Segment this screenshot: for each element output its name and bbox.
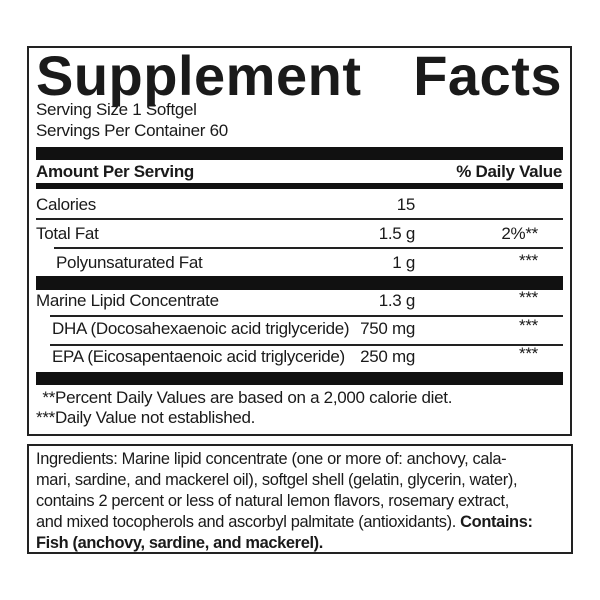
row-marine-lipid-name: Marine Lipid Concentrate xyxy=(36,291,219,310)
allergen-label: Contains: xyxy=(460,513,533,531)
ingredients-text: Ingredients: Marine lipid concentrate (o… xyxy=(36,449,533,554)
row-calories-amount: 15 xyxy=(396,195,416,214)
row-dha-amount: 750 mg xyxy=(360,319,415,338)
row-total-fat-amount: 1.5 g xyxy=(378,224,416,243)
row-epa-name: EPA (Eicosapentaenoic acid triglyceride) xyxy=(52,347,345,366)
row-epa-dv: *** xyxy=(519,344,538,363)
row-total-fat-name: Total Fat xyxy=(36,224,99,243)
ingredients-line: contains 2 percent or less of natural le… xyxy=(36,492,509,510)
footnote-percent-dv: **Percent Daily Values are based on a 2,… xyxy=(38,388,453,407)
title-word-facts: Facts xyxy=(413,44,562,107)
row-divider xyxy=(50,344,563,346)
ingredients-panel xyxy=(27,444,573,554)
footnote-dv-not-established: ***Daily Value not established. xyxy=(36,408,256,427)
row-polyunsaturated-fat-amount: 1 g xyxy=(392,253,415,272)
row-polyunsaturated-fat-dv: *** xyxy=(519,251,538,270)
divider-medium xyxy=(36,183,563,189)
row-total-fat-dv: 2%** xyxy=(501,224,538,243)
allergen-statement: Fish (anchovy, sardine, and mackerel). xyxy=(36,534,323,552)
ingredients-line: Ingredients: Marine lipid concentrate (o… xyxy=(36,450,507,468)
header-daily-value: % Daily Value xyxy=(456,162,562,181)
ingredients-line: mari, sardine, and mackerel oil), softge… xyxy=(36,471,518,489)
ingredients-line: and mixed tocopherols and ascorbyl palmi… xyxy=(36,512,533,533)
title-word-supplement: Supplement xyxy=(36,44,362,107)
panel-title: Supplement Facts xyxy=(36,46,562,106)
serving-size: Serving Size 1 Softgel xyxy=(36,100,197,119)
row-divider xyxy=(36,218,563,220)
row-polyunsaturated-fat-name: Polyunsaturated Fat xyxy=(56,253,203,272)
row-epa-amount: 250 mg xyxy=(360,347,415,366)
divider-thick xyxy=(36,372,563,385)
header-amount-per-serving: Amount Per Serving xyxy=(36,162,195,181)
divider-thick xyxy=(36,147,563,160)
row-divider xyxy=(50,315,563,317)
divider-thick xyxy=(36,276,563,290)
row-marine-lipid-amount: 1.3 g xyxy=(378,291,416,310)
row-dha-name: DHA (Docosahexaenoic acid triglyceride) xyxy=(52,319,350,338)
ingredients-line-text: and mixed tocopherols and ascorbyl palmi… xyxy=(36,513,461,531)
row-divider xyxy=(54,247,563,249)
servings-per-container: Servings Per Container 60 xyxy=(36,121,228,140)
row-dha-dv: *** xyxy=(519,316,538,335)
row-marine-lipid-dv: *** xyxy=(519,288,538,307)
row-calories-name: Calories xyxy=(36,195,96,214)
supplement-facts-panel xyxy=(27,46,572,436)
